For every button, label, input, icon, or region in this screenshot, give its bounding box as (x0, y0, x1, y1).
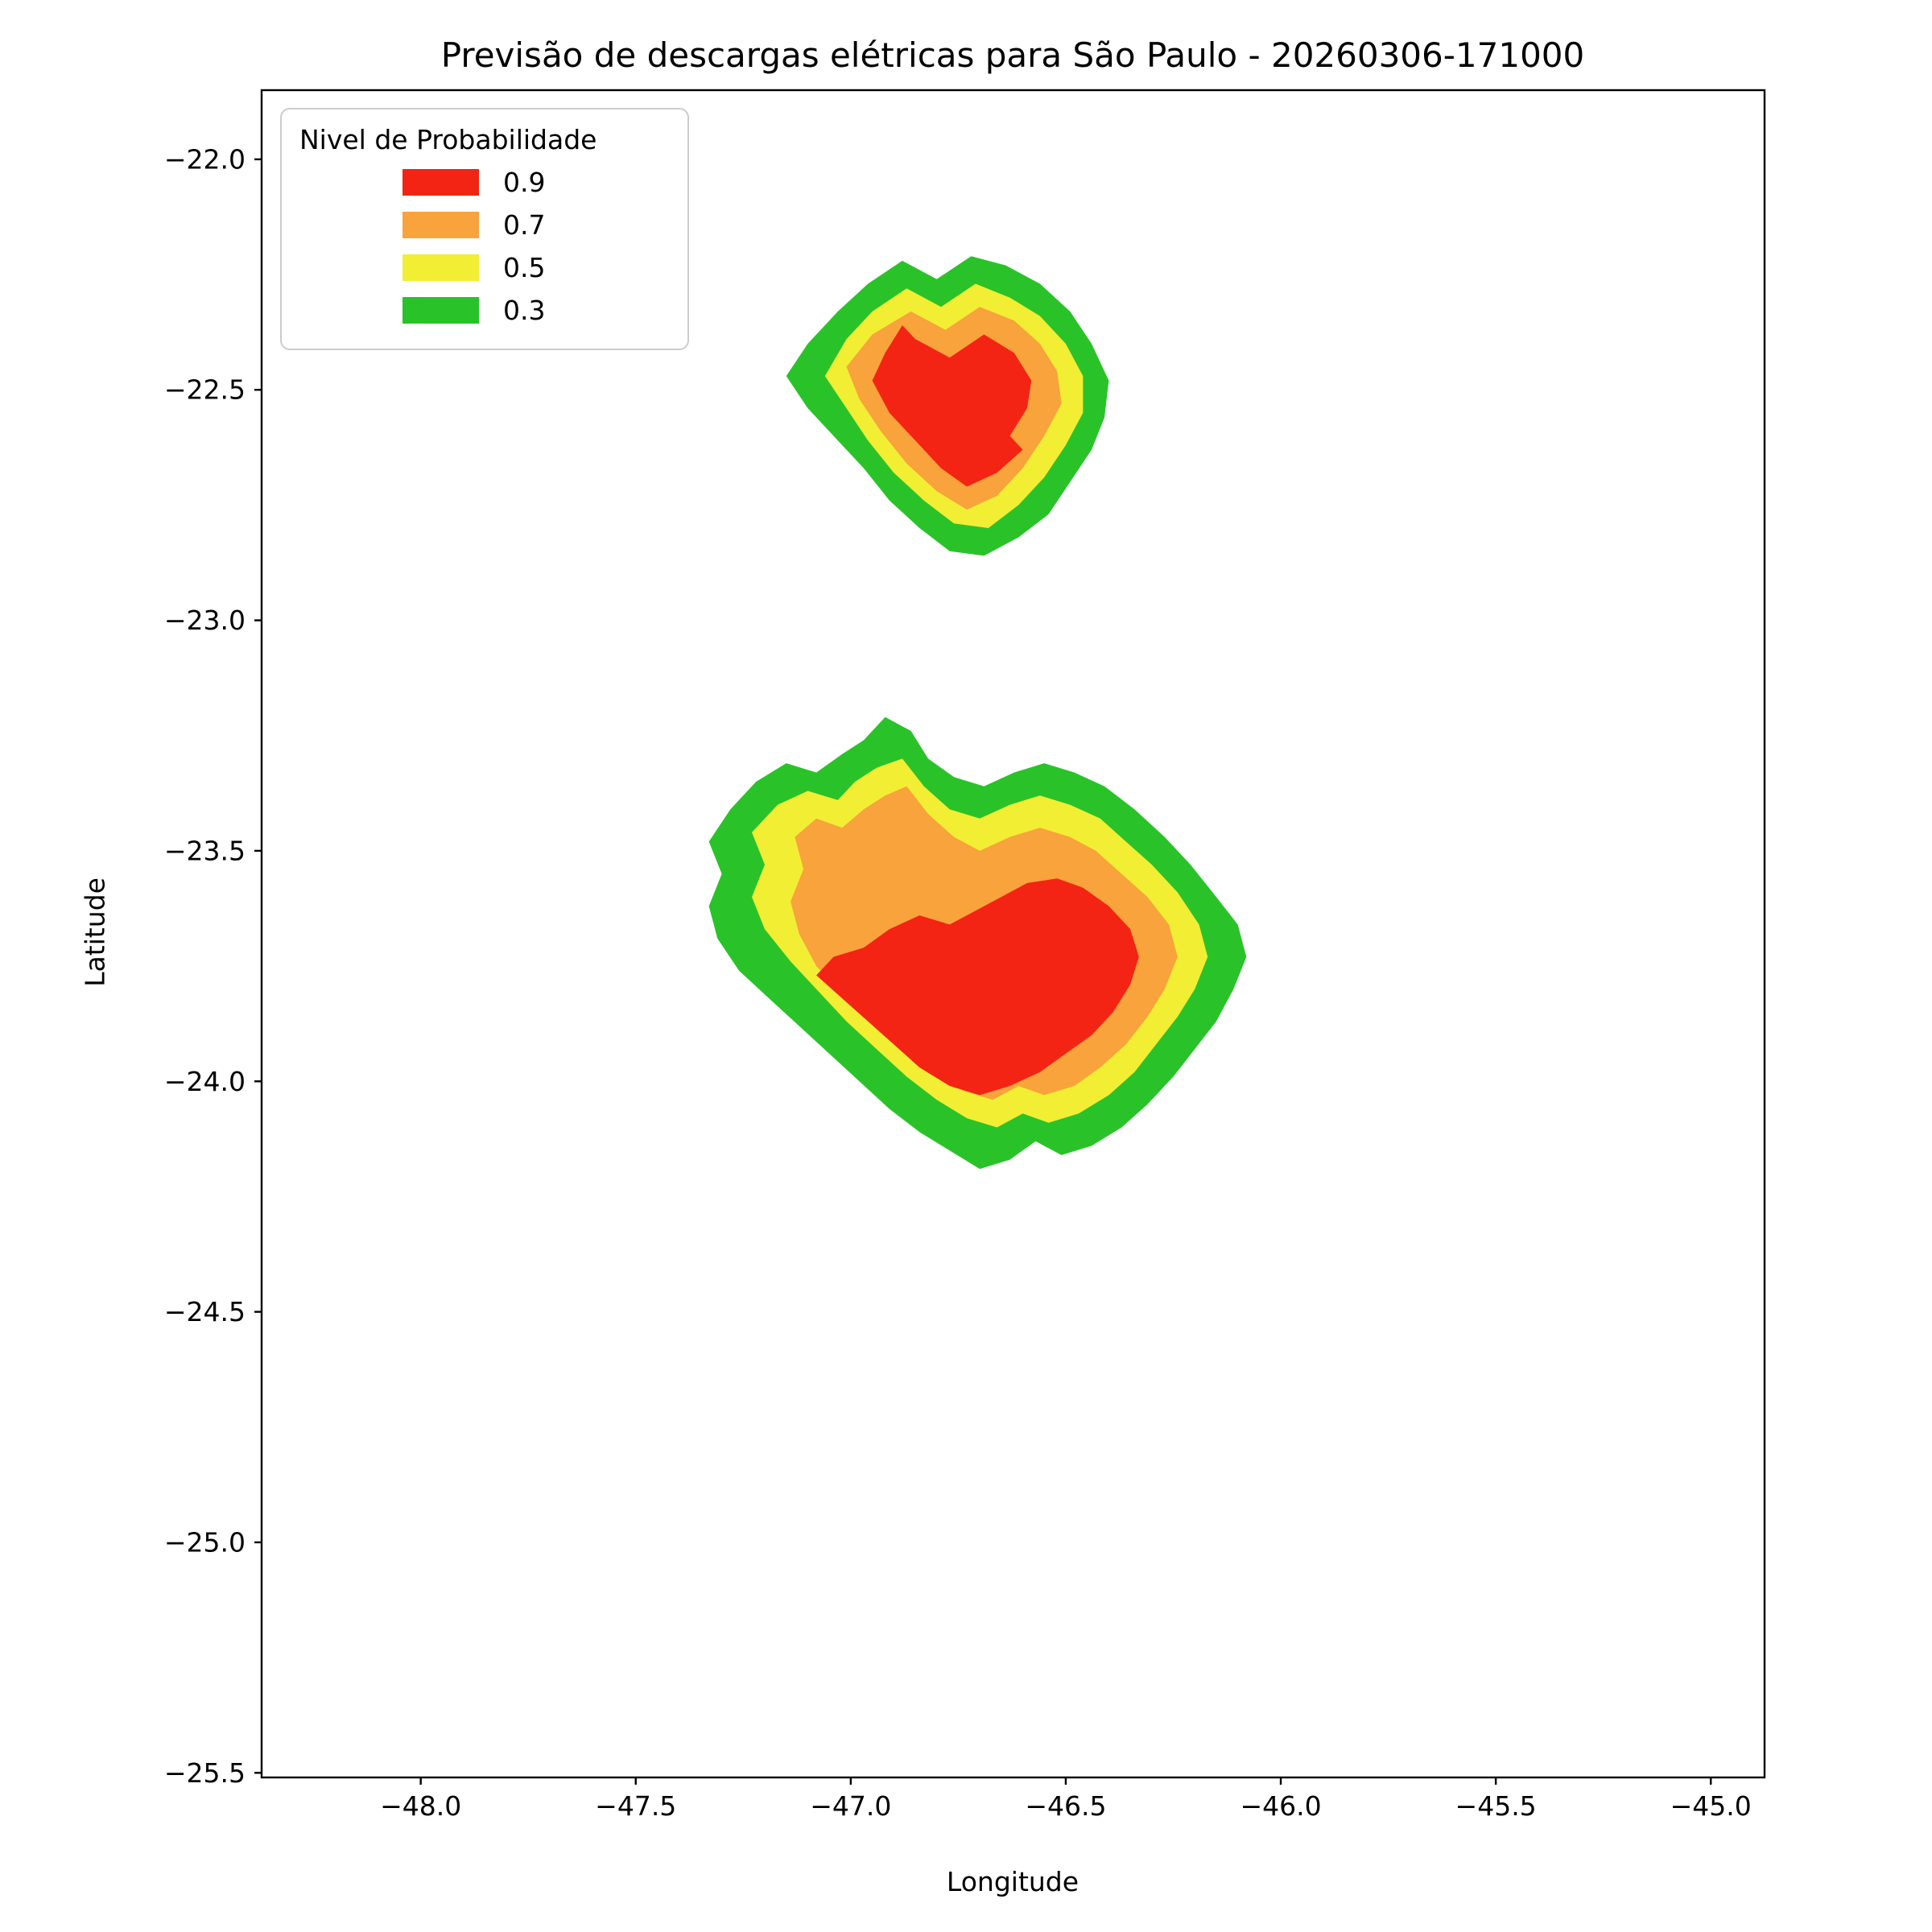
y-tick-label: −25.0 (164, 1526, 246, 1558)
contour-north-cell-p0.9 (872, 325, 1032, 487)
y-tick-label: −24.0 (164, 1066, 246, 1097)
legend-swatch (402, 254, 479, 281)
contour-south-cell-p0.9 (816, 878, 1139, 1096)
legend-item-label: 0.5 (503, 252, 546, 283)
legend: Nivel de Probabilidade 0.9 0.7 0.5 0.3 (280, 108, 689, 350)
x-tick-label: −45.0 (1670, 1790, 1752, 1822)
legend-item: 0.3 (402, 295, 671, 326)
x-tick-label: −48.0 (380, 1790, 461, 1822)
legend-item: 0.5 (402, 252, 671, 283)
x-tick-label: −46.0 (1240, 1790, 1321, 1822)
legend-item: 0.9 (402, 167, 671, 198)
x-tick-label: −46.5 (1025, 1790, 1106, 1822)
legend-item: 0.7 (402, 209, 671, 241)
legend-item-label: 0.7 (503, 209, 546, 241)
legend-item-label: 0.9 (503, 167, 546, 198)
legend-title: Nivel de Probabilidade (299, 124, 597, 155)
x-axis-label: Longitude (946, 1866, 1080, 1897)
legend-item-label: 0.3 (503, 295, 546, 326)
y-tick-label: −22.5 (164, 374, 246, 406)
y-tick-label: −25.5 (164, 1757, 246, 1789)
y-tick-label: −23.5 (164, 835, 246, 866)
axes-frame (260, 89, 1766, 1779)
x-tick-label: −47.0 (810, 1790, 891, 1822)
y-axis-label: Latitude (79, 877, 111, 987)
x-tick-label: −47.5 (595, 1790, 676, 1822)
y-tick-label: −24.5 (164, 1296, 246, 1327)
y-tick-label: −22.0 (164, 143, 246, 175)
x-tick-label: −45.5 (1455, 1790, 1537, 1822)
chart-title: Previsão de descargas elétricas para São… (440, 35, 1585, 75)
legend-swatch (402, 297, 479, 324)
legend-swatch (402, 169, 479, 196)
legend-swatch (402, 212, 479, 238)
y-tick-label: −23.0 (164, 605, 246, 636)
